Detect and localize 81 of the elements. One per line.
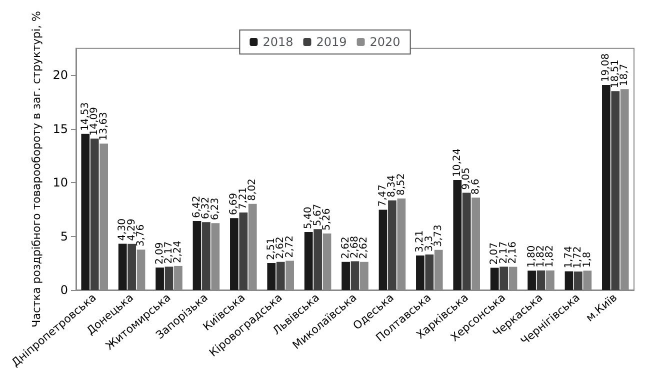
data-label: 4,30 [117, 218, 128, 241]
legend-label: 2019 [316, 35, 347, 49]
data-label: 4,29 [126, 218, 138, 241]
bar [164, 266, 174, 290]
bar [536, 270, 546, 290]
data-label: 1,82 [544, 245, 556, 268]
data-label: 7,47 [377, 184, 388, 207]
data-label: 6,42 [192, 196, 202, 218]
data-label: 1,72 [572, 246, 584, 269]
data-label: 8,52 [396, 173, 407, 196]
data-label: 2,17 [498, 241, 510, 264]
bar [528, 270, 536, 290]
bar [462, 192, 471, 290]
bar [425, 254, 434, 290]
bar [490, 268, 499, 290]
data-label: 2,62 [358, 236, 370, 259]
bar [602, 85, 610, 290]
bar [564, 271, 574, 290]
y-tick-label: 15 [52, 122, 68, 136]
data-label: 10,24 [452, 148, 463, 178]
data-label: 1,82 [536, 245, 546, 268]
bar [304, 232, 313, 290]
bar [267, 263, 276, 290]
legend-label: 2020 [370, 35, 400, 49]
bar [611, 91, 620, 290]
bar [230, 218, 238, 290]
data-label: 5,67 [312, 204, 324, 226]
bar [118, 244, 127, 290]
bar [202, 222, 210, 290]
data-label: 5,40 [303, 206, 314, 229]
data-label: 3,3 [424, 236, 435, 252]
bar [239, 212, 248, 290]
data-label: 2,72 [284, 236, 296, 258]
bar [378, 210, 388, 290]
data-label: 8,6 [470, 178, 482, 195]
data-label: 3,21 [414, 230, 426, 253]
data-label: 14,53 [80, 102, 91, 131]
y-tick-label: 20 [52, 68, 68, 82]
data-label: 6,23 [210, 198, 221, 220]
data-label: 1,74 [563, 246, 574, 268]
data-label: 2,62 [340, 236, 352, 259]
data-label: 3,73 [433, 224, 444, 247]
data-label: 2,51 [266, 238, 277, 260]
bar [350, 261, 360, 290]
bar [81, 134, 90, 290]
data-label: 3,76 [136, 224, 147, 247]
data-label: 8,34 [386, 175, 398, 198]
legend-label: 2018 [262, 35, 294, 49]
data-label: 18,7 [619, 64, 630, 86]
data-label: 19,08 [600, 53, 612, 82]
data-label: 2,09 [154, 242, 166, 265]
data-label: 13,63 [98, 112, 110, 141]
bar [156, 268, 164, 290]
bar [342, 262, 350, 290]
data-label: 9,05 [461, 168, 472, 190]
data-label: 2,16 [508, 242, 519, 264]
data-label: 6,69 [228, 192, 240, 216]
bar [314, 229, 322, 290]
data-label: 2,07 [489, 242, 500, 265]
y-tick-label: 0 [60, 283, 68, 297]
data-label: 18,51 [610, 60, 621, 88]
data-label: 7,21 [238, 187, 249, 210]
data-label: 14,09 [89, 107, 100, 136]
bar [192, 221, 202, 290]
y-tick-label: 10 [52, 176, 68, 190]
data-label: 8,02 [247, 178, 258, 201]
data-label: 2,24 [172, 240, 184, 263]
y-tick-label: 5 [60, 229, 68, 244]
data-label: 6,32 [200, 196, 212, 220]
bar [388, 200, 396, 290]
data-label: 1,80 [526, 245, 538, 268]
data-label: 5,26 [322, 208, 333, 230]
bar [500, 266, 508, 290]
bar [128, 244, 136, 290]
data-label: 1,8 [582, 252, 593, 268]
bar [416, 256, 424, 290]
bar [276, 262, 285, 290]
bar [90, 138, 99, 290]
data-label: 2,62 [275, 236, 286, 259]
bar [453, 180, 462, 290]
bar [574, 272, 582, 290]
